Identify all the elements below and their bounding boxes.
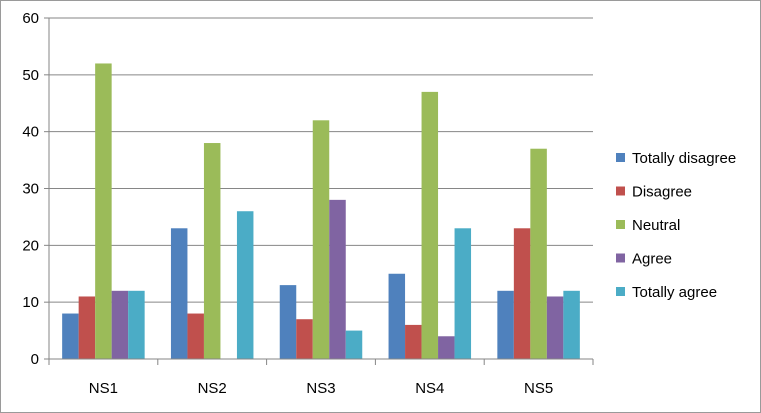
legend-label: Totally agree: [632, 284, 717, 301]
bar-agree-ns3: [329, 199, 346, 359]
bar-agree-ns4: [438, 336, 455, 359]
bar-totally-disagree-ns4: [388, 273, 406, 359]
bar-totally-disagree-ns3: [279, 285, 297, 359]
legend-swatch-totally-agree: [616, 287, 625, 296]
bar-totally-agree-ns4: [454, 228, 472, 359]
legend: Totally disagree Disagree Neutral Agree Tota…: [616, 150, 736, 301]
bars: [62, 63, 580, 359]
y-tick-label: 40: [22, 124, 39, 141]
legend-label: Agree: [632, 251, 672, 268]
x-tick-label: NS1: [89, 380, 118, 397]
y-tick-label: 60: [22, 10, 39, 27]
bar-neutral-ns5: [530, 148, 547, 359]
bar-totally-disagree-ns1: [62, 313, 79, 359]
bar-totally-agree-ns5: [563, 290, 580, 359]
legend-swatch-agree: [616, 253, 625, 263]
bar-totally-agree-ns2: [236, 211, 254, 359]
bar-totally-disagree-ns2: [170, 228, 188, 359]
legend-label: Neutral: [632, 217, 680, 234]
bar-disagree-ns1: [78, 296, 96, 359]
y-tick-label: 20: [22, 237, 39, 254]
bar-neutral-ns4: [421, 91, 439, 359]
y-tick-label: 10: [22, 294, 39, 311]
bar-agree-ns1: [111, 290, 129, 359]
bar-agree-ns5: [546, 296, 564, 359]
bar-disagree-ns3: [296, 319, 313, 359]
y-tick-labels: 0 10 20 30 40 50 60: [22, 10, 39, 368]
legend-label: Disagree: [632, 184, 692, 201]
bar-neutral-ns3: [312, 120, 330, 359]
bar-neutral-ns1: [95, 63, 112, 359]
bar-disagree-ns4: [405, 324, 422, 359]
bar-totally-disagree-ns5: [497, 290, 514, 359]
x-tick-label: NS4: [415, 380, 444, 397]
bar-disagree-ns2: [187, 313, 204, 359]
bar-neutral-ns2: [203, 143, 221, 359]
legend-swatch-neutral: [616, 220, 625, 229]
x-tick-label: NS5: [524, 380, 553, 397]
x-tick-labels: NS1 NS2 NS3 NS4 NS5: [89, 380, 553, 397]
bar-totally-agree-ns3: [345, 330, 363, 359]
y-tick-label: 50: [22, 67, 39, 84]
y-tick-label: 30: [22, 181, 39, 198]
legend-label: Totally disagree: [632, 150, 736, 167]
bar-totally-agree-ns1: [128, 290, 145, 359]
bar-disagree-ns5: [513, 228, 531, 359]
x-tick-label: NS3: [306, 380, 335, 397]
x-tick-label: NS2: [198, 380, 227, 397]
y-tick-label: 0: [31, 351, 39, 368]
legend-swatch-totally-disagree: [616, 153, 625, 162]
axes: [44, 17, 594, 365]
legend-swatch-disagree: [616, 186, 625, 196]
